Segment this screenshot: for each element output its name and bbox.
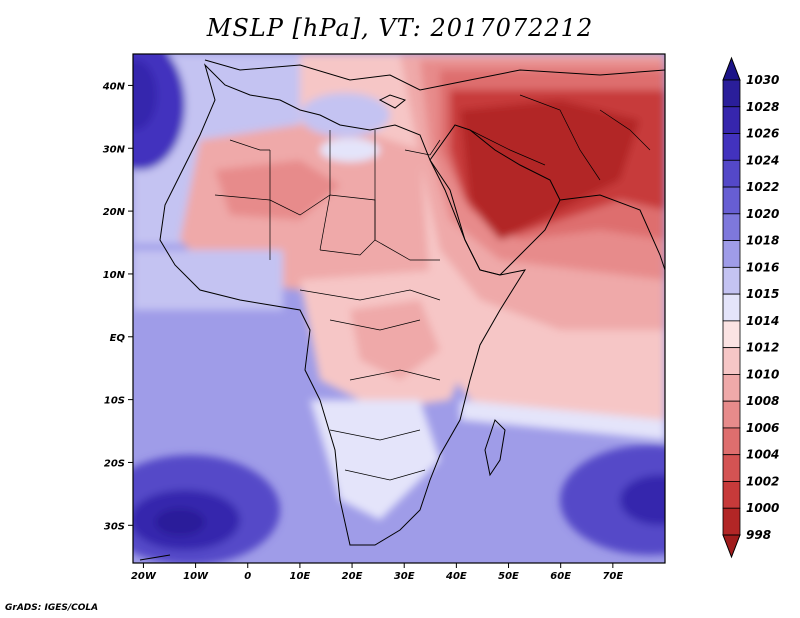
- lon-tick-label: 20W: [131, 571, 157, 582]
- colorbar-label: 998: [746, 528, 771, 542]
- colorbar-swatch: [722, 374, 741, 402]
- lon-tick-label: 10E: [290, 571, 311, 582]
- colorbar-swatch: [722, 481, 741, 509]
- lon-tick-label: 40E: [445, 571, 467, 582]
- colorbar-swatch: [722, 133, 741, 161]
- lat-tick-label: 10N: [103, 270, 126, 281]
- colorbar-swatch: [722, 240, 741, 268]
- colorbar-label: 1024: [746, 153, 779, 167]
- lat-tick-label: 20N: [103, 207, 126, 218]
- map-title: MSLP [hPa], VT: 2017072212: [206, 14, 594, 42]
- lon-tick-label: 60E: [550, 571, 571, 582]
- colorbar-top-label: 1030: [746, 73, 779, 87]
- colorbar-label: 1014: [746, 314, 779, 328]
- country-borders: [214, 94, 651, 481]
- colorbar-label: 1016: [746, 260, 779, 274]
- colorbar-label: 1028: [746, 100, 779, 114]
- colorbar-swatch: [722, 106, 741, 134]
- longitude-axis: 20W 10W 0 10E 20E 30E 40E 50E 60E 70E: [131, 563, 623, 582]
- lat-tick-label: EQ: [110, 333, 126, 344]
- lat-tick-label: 30N: [103, 144, 126, 155]
- colorbar-label: 1020: [746, 207, 779, 221]
- lon-tick-label: 50E: [498, 571, 519, 582]
- colorbar-swatch: [722, 159, 741, 188]
- latitude-axis: 40N 30N 20N 10N EQ 10S 20S 30S: [102, 81, 133, 532]
- colorbar-label: 1002: [746, 474, 779, 488]
- colorbar-swatch: [722, 186, 741, 215]
- colorbar-swatch: [722, 454, 741, 482]
- lat-tick-label: 30S: [104, 521, 125, 532]
- colorbar-label: 1015: [746, 287, 779, 301]
- colorbar-label: 1012: [746, 341, 779, 355]
- colorbar-swatch: [722, 400, 741, 429]
- colorbar-swatch: [722, 213, 741, 241]
- lon-tick-label: 30E: [394, 571, 415, 582]
- lon-tick-label: 0: [244, 571, 251, 582]
- lon-tick-label: 20E: [342, 571, 363, 582]
- colorbar-label: 1004: [746, 448, 779, 462]
- colorbar-label: 1018: [746, 234, 779, 248]
- grads-credit: GrADS: IGES/COLA: [5, 603, 99, 613]
- colorbar-bottom-arrow: [722, 534, 741, 559]
- colorbar-swatch: [722, 320, 741, 349]
- colorbar-label: 1026: [746, 127, 779, 141]
- colorbar: 1028 1026 1024 1022 1020 1018 1016 1015 1014 1012…: [722, 56, 779, 559]
- lat-tick-label: 40N: [102, 81, 126, 92]
- colorbar-label: 1000: [746, 501, 779, 515]
- colorbar-swatch: [722, 427, 741, 456]
- colorbar-swatch: [722, 266, 741, 295]
- lon-tick-label: 10W: [183, 571, 209, 582]
- colorbar-label: 1010: [746, 367, 779, 381]
- colorbar-label: 1022: [746, 180, 779, 194]
- colorbar-swatch: [722, 507, 741, 536]
- colorbar-label: 1008: [746, 394, 779, 408]
- colorbar-top-arrow: [722, 56, 741, 81]
- pressure-field: [133, 54, 665, 563]
- colorbar-label: 1006: [746, 421, 779, 435]
- colorbar-swatch: [722, 347, 741, 375]
- lat-tick-label: 10S: [104, 396, 125, 407]
- coastlines: [139, 59, 665, 561]
- plot-frame: [132, 53, 666, 564]
- colorbar-swatch: [722, 79, 741, 108]
- colorbar-swatch: [722, 293, 741, 322]
- lat-tick-label: 20S: [104, 458, 125, 469]
- lon-tick-label: 70E: [602, 571, 623, 582]
